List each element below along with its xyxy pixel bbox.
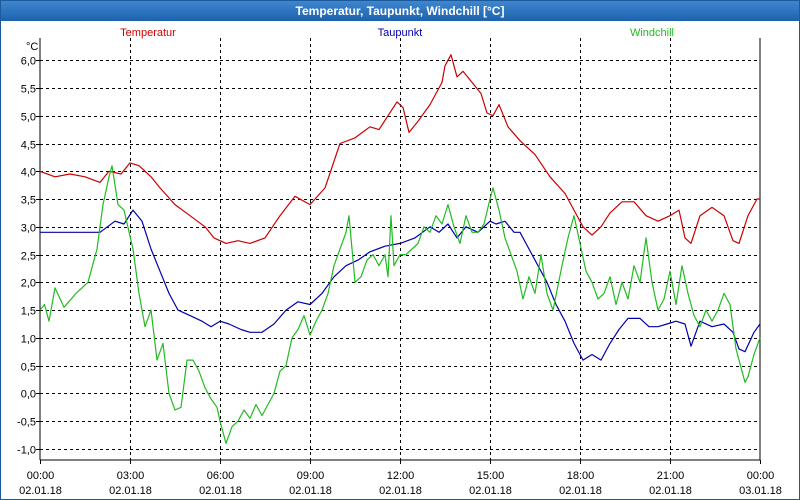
grid-lines [40, 38, 760, 460]
x-tick-date-label: 02.01.18 [469, 485, 512, 497]
x-tick-date-label: 03.01.18 [739, 485, 782, 497]
y-tick-label: -0,5 [17, 417, 36, 429]
y-tick-label: 5,0 [21, 112, 36, 124]
y-tick-label: -1,0 [17, 445, 36, 457]
legend: Temperatur Taupunkt Windchill [120, 27, 674, 39]
y-tick-label: 2,0 [21, 278, 36, 290]
x-tick-time-label: 18:00 [567, 470, 595, 482]
series-lines [39, 54, 761, 444]
legend-windchill: Windchill [630, 27, 674, 39]
x-tick-date-label: 02.01.18 [289, 485, 332, 497]
x-tick-time-label: 06:00 [207, 470, 235, 482]
x-tick-date-label: 02.01.18 [649, 485, 692, 497]
y-tick-label: 1,0 [21, 334, 36, 346]
tick-labels: °C 6,0 5,5 5,0 4,5 4,0 3,5 3,0 2,5 2,0 1,5 1,0 0,5 0,… [17, 41, 782, 497]
y-tick-label: 3,0 [21, 223, 36, 235]
legend-taupunkt: Taupunkt [378, 27, 423, 39]
series-line-taupunkt [40, 209, 761, 361]
y-tick-label: 4,5 [21, 140, 36, 152]
y-unit-label: °C [26, 41, 38, 53]
y-tick-label: 2,5 [21, 251, 36, 263]
y-tick-label: 4,0 [21, 167, 36, 179]
y-tick-label: 6,0 [21, 56, 36, 68]
x-tick-time-label: 21:00 [657, 470, 685, 482]
x-tick-date-label: 02.01.18 [379, 485, 422, 497]
x-tick-date-label: 02.01.18 [559, 485, 602, 497]
window-title: Temperatur, Taupunkt, Windchill [°C] [1, 1, 799, 21]
y-tick-label: 3,5 [21, 195, 36, 207]
y-tick-label: 5,5 [21, 84, 36, 96]
series-line-temperatur [39, 54, 760, 244]
x-tick-time-label: 09:00 [297, 470, 325, 482]
y-tick-label: 0,5 [21, 362, 36, 374]
x-tick-time-label: 15:00 [477, 470, 505, 482]
x-tick-date-label: 02.01.18 [199, 485, 242, 497]
x-tick-time-label: 12:00 [387, 470, 415, 482]
x-tick-date-label: 02.01.18 [19, 485, 62, 497]
axes [36, 38, 761, 464]
series-line-windchill [39, 165, 761, 444]
x-tick-time-label: 00:00 [27, 470, 55, 482]
legend-temperatur: Temperatur [120, 27, 176, 39]
y-tick-label: 1,5 [21, 306, 36, 318]
x-tick-time-label: 03:00 [117, 470, 145, 482]
x-tick-time-label: 00:00 [747, 470, 775, 482]
x-tick-date-label: 02.01.18 [109, 485, 152, 497]
y-tick-label: 0,0 [21, 389, 36, 401]
